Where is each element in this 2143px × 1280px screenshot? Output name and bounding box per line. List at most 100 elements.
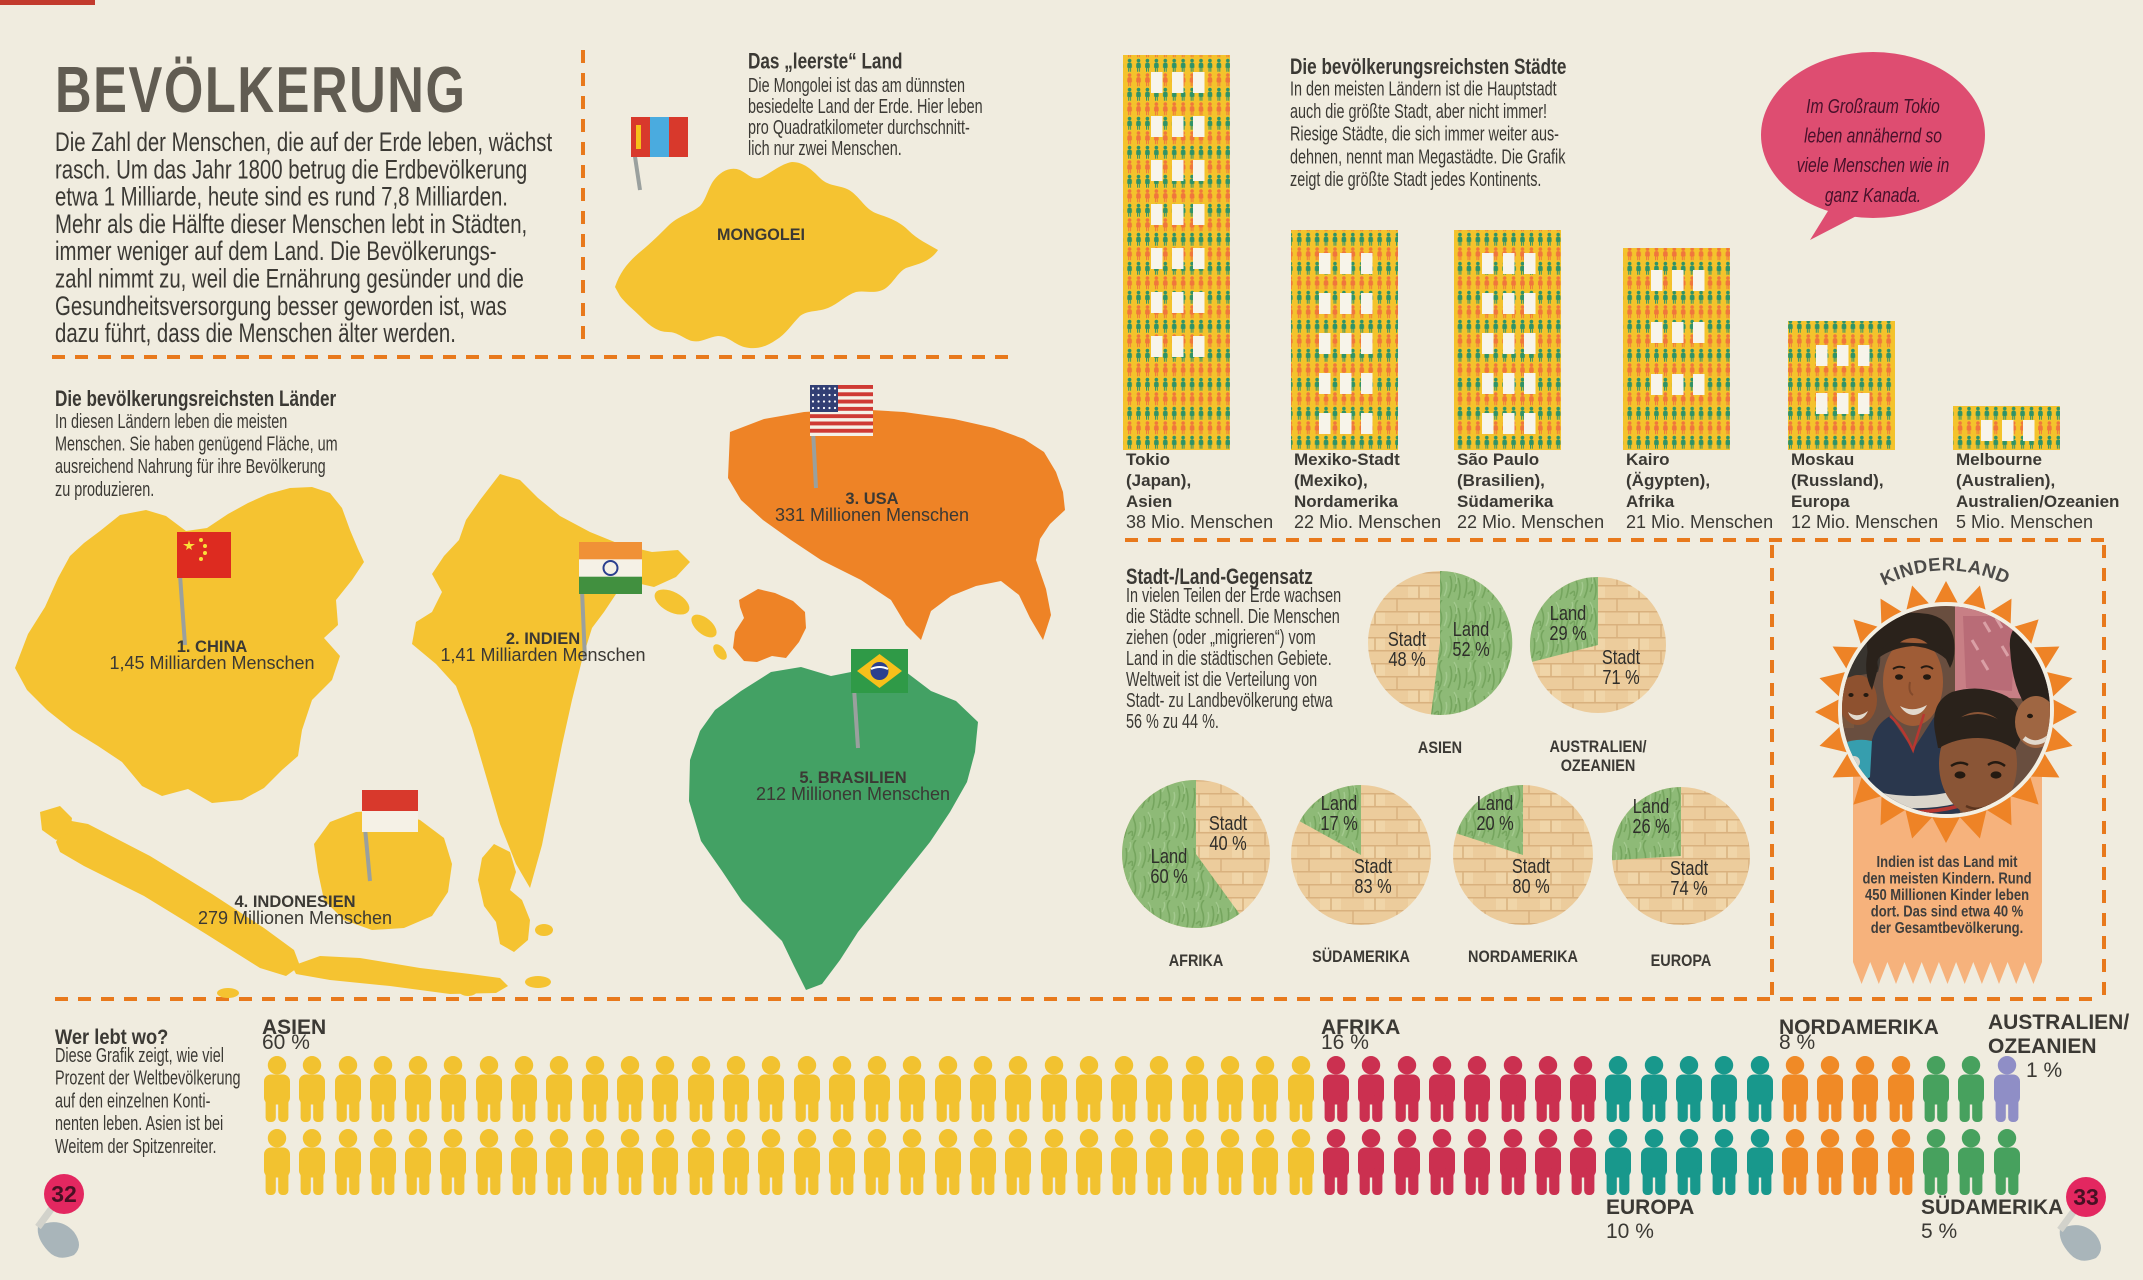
svg-text:Land: Land xyxy=(1550,601,1586,624)
svg-text:80 %: 80 % xyxy=(1512,874,1549,897)
svg-text:(Australien),: (Australien), xyxy=(1956,471,2055,490)
svg-text:SÜDAMERIKA: SÜDAMERIKA xyxy=(1312,946,1410,966)
svg-text:leben annähernd so: leben annähernd so xyxy=(1804,125,1942,147)
svg-text:zu produzieren.: zu produzieren. xyxy=(55,477,154,500)
svg-text:Stadt: Stadt xyxy=(1602,645,1640,668)
svg-text:ziehen (oder „migrieren“) vom: ziehen (oder „migrieren“) vom xyxy=(1126,626,1316,649)
svg-text:In den meisten Ländern ist die: In den meisten Ländern ist die Hauptstad… xyxy=(1290,77,1557,100)
svg-text:5 %: 5 % xyxy=(1921,1220,1957,1243)
svg-text:60 %: 60 % xyxy=(262,1031,310,1054)
svg-text:1,41 Milliarden Menschen: 1,41 Milliarden Menschen xyxy=(440,645,645,665)
svg-text:Land: Land xyxy=(1151,844,1187,867)
svg-text:29 %: 29 % xyxy=(1549,621,1586,644)
svg-text:21 Mio. Menschen: 21 Mio. Menschen xyxy=(1626,512,1773,532)
svg-text:immer weniger auf dem Land. Di: immer weniger auf dem Land. Die Bevölker… xyxy=(55,236,497,266)
svg-text:Stadt: Stadt xyxy=(1670,856,1708,879)
svg-text:Asien: Asien xyxy=(1126,492,1172,511)
svg-text:Im Großraum Tokio: Im Großraum Tokio xyxy=(1806,95,1940,117)
svg-text:Weitem der Spitzenreiter.: Weitem der Spitzenreiter. xyxy=(55,1134,216,1157)
svg-text:Gesundheitsversorgung besser g: Gesundheitsversorgung besser geworden is… xyxy=(55,291,507,321)
svg-text:1. CHINA: 1. CHINA xyxy=(177,638,248,656)
svg-text:8 %: 8 % xyxy=(1779,1031,1815,1054)
svg-text:48 %: 48 % xyxy=(1388,647,1425,670)
svg-text:Europa: Europa xyxy=(1791,492,1850,511)
svg-text:AUSTRALIEN/: AUSTRALIEN/ xyxy=(1549,738,1647,756)
svg-text:450 Millionen Kinder leben: 450 Millionen Kinder leben xyxy=(1865,887,2029,904)
svg-text:dort. Das sind etwa 40 %: dort. Das sind etwa 40 % xyxy=(1871,904,2024,921)
svg-text:Indien ist das Land mit: Indien ist das Land mit xyxy=(1877,854,2018,871)
svg-text:71 %: 71 % xyxy=(1602,665,1639,688)
svg-text:Südamerika: Südamerika xyxy=(1457,492,1554,511)
svg-text:Die Mongolei ist das am dünnst: Die Mongolei ist das am dünnsten xyxy=(748,74,965,97)
svg-text:Stadt: Stadt xyxy=(1354,854,1392,877)
svg-text:etwa 1 Milliarde, heute sind e: etwa 1 Milliarde, heute sind es rund 7,8… xyxy=(55,182,508,212)
svg-text:26 %: 26 % xyxy=(1632,814,1669,837)
svg-text:Weltweit ist die Verteilung vo: Weltweit ist die Verteilung von xyxy=(1126,668,1317,691)
svg-text:56 % zu 44 %.: 56 % zu 44 %. xyxy=(1126,710,1219,733)
svg-text:dehnen, nennt man Megastädte.: dehnen, nennt man Megastädte. Die Grafik xyxy=(1290,145,1566,168)
svg-text:Land in die städtischen Gebiet: Land in die städtischen Gebiete. xyxy=(1126,647,1332,670)
svg-text:83 %: 83 % xyxy=(1354,874,1391,897)
svg-text:der Gesamtbevölkerung.: der Gesamtbevölkerung. xyxy=(1871,920,2024,937)
svg-text:nenten leben. Asien ist bei: nenten leben. Asien ist bei xyxy=(55,1112,223,1135)
svg-text:22 Mio. Menschen: 22 Mio. Menschen xyxy=(1457,512,1604,532)
svg-text:16 %: 16 % xyxy=(1321,1031,1369,1054)
svg-text:auf den einzelnen Konti-: auf den einzelnen Konti- xyxy=(55,1089,210,1112)
svg-text:ganz Kanada.: ganz Kanada. xyxy=(1825,184,1921,206)
svg-text:Land: Land xyxy=(1633,794,1669,817)
svg-text:12 Mio. Menschen: 12 Mio. Menschen xyxy=(1791,512,1938,532)
svg-text:EUROPA: EUROPA xyxy=(1651,952,1712,970)
svg-text:Riesige Städte, die sich immer: Riesige Städte, die sich immer weiter au… xyxy=(1290,122,1559,145)
svg-text:Mehr als die Hälfte dieser Men: Mehr als die Hälfte dieser Menschen lebt… xyxy=(55,209,527,239)
svg-text:(Russland),: (Russland), xyxy=(1791,471,1884,490)
svg-text:Die bevölkerungsreichsten Länd: Die bevölkerungsreichsten Länder xyxy=(55,387,336,412)
svg-text:OZEANIEN: OZEANIEN xyxy=(1988,1035,2097,1058)
svg-text:zeigt die größte Stadt jedes K: zeigt die größte Stadt jedes Kontinents. xyxy=(1290,167,1541,190)
svg-text:(Mexiko),: (Mexiko), xyxy=(1294,471,1368,490)
svg-text:10 %: 10 % xyxy=(1606,1220,1654,1243)
svg-text:den meisten Kindern. Rund: den meisten Kindern. Rund xyxy=(1862,871,2031,888)
svg-text:33: 33 xyxy=(2073,1184,2099,1210)
svg-text:1 %: 1 % xyxy=(2026,1059,2062,1082)
svg-text:279 Millionen Menschen: 279 Millionen Menschen xyxy=(198,908,392,928)
svg-text:212 Millionen Menschen: 212 Millionen Menschen xyxy=(756,784,950,804)
svg-text:Wer lebt wo?: Wer lebt wo? xyxy=(55,1026,168,1050)
svg-text:BEVÖLKERUNG: BEVÖLKERUNG xyxy=(55,54,466,126)
svg-text:40 %: 40 % xyxy=(1209,831,1246,854)
svg-text:die Städte schnell. Die Mensch: die Städte schnell. Die Menschen xyxy=(1126,605,1340,628)
svg-text:3. USA: 3. USA xyxy=(845,490,898,508)
svg-text:OZEANIEN: OZEANIEN xyxy=(1561,757,1636,775)
svg-text:AFRIKA: AFRIKA xyxy=(1169,952,1224,970)
svg-text:Afrika: Afrika xyxy=(1626,492,1675,511)
svg-text:4. INDONESIEN: 4. INDONESIEN xyxy=(234,893,355,911)
svg-text:zahl nimmt zu, weil die Ernähr: zahl nimmt zu, weil die Ernährung gesünd… xyxy=(55,264,524,294)
svg-text:pro Quadratkilometer durchschn: pro Quadratkilometer durchschnitt- xyxy=(748,116,970,139)
svg-text:Moskau: Moskau xyxy=(1791,450,1854,469)
svg-text:SÜDAMERIKA: SÜDAMERIKA xyxy=(1921,1196,2063,1219)
svg-text:5. BRASILIEN: 5. BRASILIEN xyxy=(799,769,906,787)
svg-text:Stadt-/Land-Gegensatz: Stadt-/Land-Gegensatz xyxy=(1126,565,1313,590)
svg-text:22 Mio. Menschen: 22 Mio. Menschen xyxy=(1294,512,1441,532)
svg-text:Nordamerika: Nordamerika xyxy=(1294,492,1398,511)
svg-text:Die bevölkerungsreichsten Städ: Die bevölkerungsreichsten Städte xyxy=(1290,55,1566,80)
svg-text:(Ägypten),: (Ägypten), xyxy=(1626,471,1710,490)
svg-text:Stadt: Stadt xyxy=(1388,627,1426,650)
svg-text:EUROPA: EUROPA xyxy=(1606,1196,1694,1219)
svg-text:ausreichend Nahrung für ihre B: ausreichend Nahrung für ihre Bevölkerung xyxy=(55,455,326,478)
svg-text:Land: Land xyxy=(1477,791,1513,814)
svg-text:rasch. Um das Jahr 1800 betrug: rasch. Um das Jahr 1800 betrug die Erdbe… xyxy=(55,155,527,185)
svg-text:Stadt- zu Landbevölkerung etwa: Stadt- zu Landbevölkerung etwa xyxy=(1126,689,1333,712)
svg-text:Kairo: Kairo xyxy=(1626,450,1669,469)
svg-text:Mexiko-Stadt: Mexiko-Stadt xyxy=(1294,450,1400,469)
svg-text:Stadt: Stadt xyxy=(1209,811,1247,834)
svg-text:Diese Grafik zeigt, wie viel: Diese Grafik zeigt, wie viel xyxy=(55,1044,224,1067)
svg-text:Stadt: Stadt xyxy=(1512,854,1550,877)
svg-text:Land: Land xyxy=(1453,617,1489,640)
svg-text:ASIEN: ASIEN xyxy=(262,1016,326,1039)
svg-text:dazu führt, dass die Menschen: dazu führt, dass die Menschen älter werd… xyxy=(55,318,456,348)
svg-text:Australien/Ozeanien: Australien/Ozeanien xyxy=(1956,492,2119,511)
svg-text:lich nur zwei Menschen.: lich nur zwei Menschen. xyxy=(748,137,902,160)
svg-text:38 Mio. Menschen: 38 Mio. Menschen xyxy=(1126,512,1273,532)
svg-text:331 Millionen Menschen: 331 Millionen Menschen xyxy=(775,505,969,525)
svg-text:2. INDIEN: 2. INDIEN xyxy=(506,630,580,648)
